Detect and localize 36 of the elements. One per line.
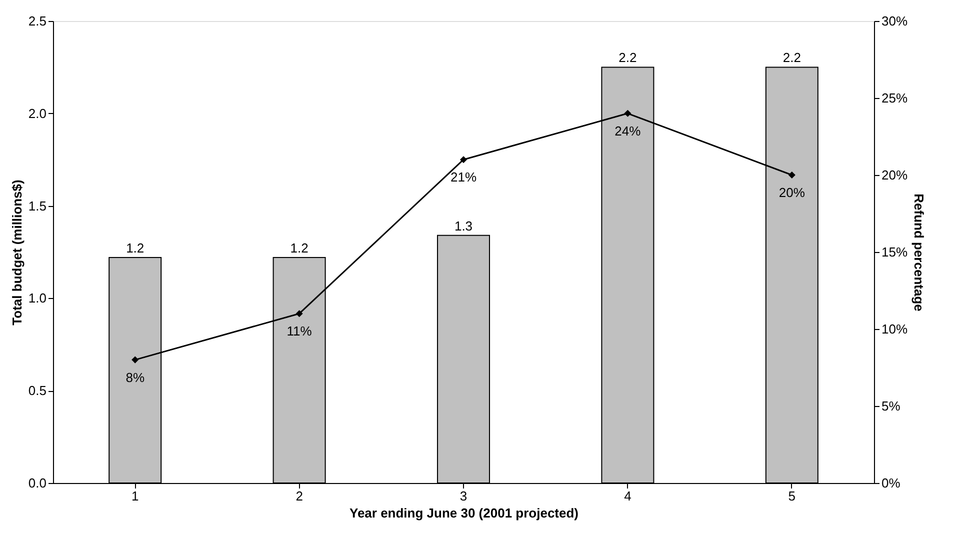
point [132,356,139,364]
data-label: 11% [286,324,312,339]
y-tick-label: 2.0 [28,106,46,121]
y2-tick-label: 10% [882,322,908,336]
y2-tick-label: 30% [882,14,908,28]
x-axis-title: Year ending June 30 (2001 projected) [349,506,579,520]
data-label: 1.3 [454,218,473,234]
data-label: 1.2 [290,240,308,256]
x-tick-label: 5 [788,488,796,504]
data-label: 2.2 [618,50,637,66]
point [624,110,632,117]
y-tick-label: 1.5 [28,198,46,214]
y-tick-label: 1.0 [28,290,46,306]
y-axis-title: Total budget (millions$) [9,180,24,326]
x-tick-label: 1 [131,488,139,504]
data-label: 21% [450,170,477,185]
data-label: 1.2 [126,240,144,256]
data-label: 2.2 [782,50,801,66]
point [296,310,303,318]
y2-tick-label: 0% [882,476,901,490]
y2-tick-label: 5% [882,398,901,414]
y2-tick-label: 25% [882,90,908,106]
x-tick-label: 3 [460,488,468,504]
data-label: 20% [778,185,806,200]
data-label: 8% [126,370,145,385]
y2-tick-label: 15% [882,244,908,260]
y-tick-label: 0.5 [28,383,46,398]
y-tick-label: 0.0 [28,476,46,490]
point [460,156,468,164]
x-tick-label: 2 [296,488,303,504]
data-label: 24% [614,123,642,138]
x-tick-label: 4 [624,488,632,504]
y2-axis-title: Refund percentage [912,194,927,312]
y2-tick-label: 20% [882,168,908,182]
y-tick-label: 2.5 [28,14,46,28]
point [788,171,796,179]
